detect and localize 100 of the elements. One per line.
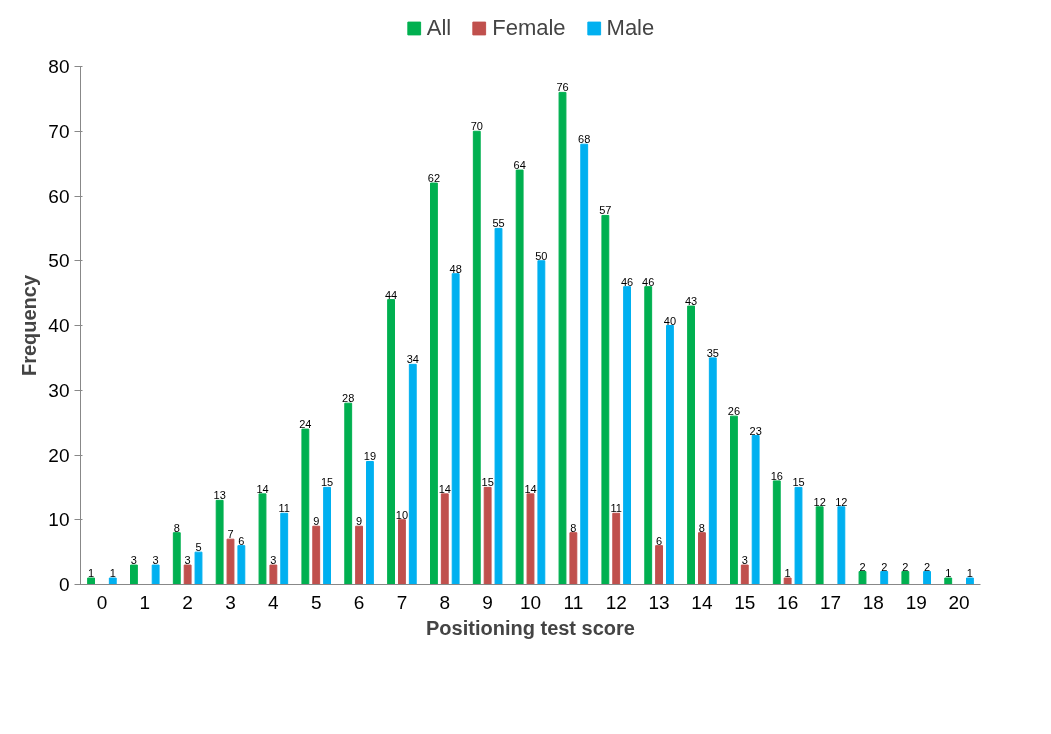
bar [666,325,674,585]
data-label: 9 [356,515,363,528]
data-label: 8 [570,521,577,534]
y-axis-title: Frequency [18,274,41,377]
data-label: 50 [535,249,548,262]
x-tick-label: 10 [519,591,542,613]
y-tick-label: 80 [48,56,70,77]
y-tick-label: 0 [58,574,70,595]
bar [312,525,321,585]
bar [740,564,749,585]
data-label: 46 [620,275,634,288]
data-label: 6 [238,534,245,547]
x-tick-label: 8 [439,591,451,613]
legend-label: Male [606,15,655,41]
x-tick-label: 18 [862,591,884,613]
data-label: 2 [859,560,866,573]
x-tick-label: 13 [648,591,670,613]
bar [944,577,953,585]
legend-label: Female [492,15,566,41]
data-label: 5 [195,541,202,554]
data-label: 2 [924,560,931,573]
x-tick-label: 6 [353,591,365,613]
data-label: 43 [684,295,698,308]
x-tick-label: 9 [482,591,493,613]
data-label: 19 [363,450,377,463]
bar [966,577,974,585]
bar [398,519,406,585]
data-label: 11 [610,502,622,515]
bar [301,428,310,585]
y-tick-label: 50 [48,250,70,272]
x-tick-label: 4 [268,591,280,613]
bar [537,260,546,585]
data-label: 15 [320,476,334,489]
data-label: 40 [663,314,677,327]
bar [494,227,503,585]
x-tick-label: 5 [310,591,322,613]
y-tick-label: 60 [48,185,70,207]
bar [344,402,353,585]
bar [515,169,524,585]
x-tick-label: 15 [734,591,756,613]
data-label: 1 [88,567,95,580]
bar [569,532,578,585]
y-tick-label: 10 [48,509,70,531]
data-label: 70 [470,120,483,133]
bar [623,286,631,585]
data-label: 35 [706,346,719,359]
bar [194,551,203,585]
bar [708,357,717,585]
data-label: 3 [741,554,748,567]
x-tick-label: 14 [691,591,713,613]
bar [526,493,535,585]
x-tick-label: 11 [563,591,584,613]
bar [783,577,792,585]
data-label: 2 [902,560,909,573]
x-tick-label: 17 [819,591,842,613]
data-label: 14 [524,482,537,495]
x-tick-label: 16 [777,591,799,613]
data-label: 24 [299,418,312,431]
data-label: 26 [727,405,741,418]
data-label: 3 [152,554,159,567]
data-label: 6 [656,534,663,547]
x-tick-label: 7 [396,591,408,613]
bar [183,564,192,585]
data-label: 55 [492,217,505,230]
x-tick-label: 12 [605,591,627,613]
x-tick-label: 0 [96,591,108,613]
data-label: 8 [173,521,180,534]
data-label: 62 [427,172,441,185]
data-label: 76 [556,81,569,94]
data-label: 13 [213,489,226,502]
bar [923,571,931,585]
bar [644,286,653,585]
data-label: 23 [749,424,762,437]
bar [451,273,460,585]
bar [483,486,492,585]
x-tick-label: 1 [139,591,151,613]
data-label: 3 [184,554,191,567]
bar [355,525,363,585]
data-label: 44 [384,288,398,301]
data-label: 14 [438,482,451,495]
data-label: 57 [599,204,612,217]
legend-label: All [426,15,452,41]
bar [258,493,267,585]
bar [323,486,331,585]
data-label: 34 [406,353,419,366]
data-label: 1 [784,567,791,580]
y-tick-label: 30 [48,379,70,401]
bar [226,538,235,585]
x-tick-label: 2 [182,591,193,613]
data-label: 14 [256,482,269,495]
data-label: 9 [313,515,320,528]
y-tick-label: 70 [48,120,70,142]
data-label: 8 [698,521,705,534]
bar [87,577,95,585]
bar [858,571,867,585]
bar [687,305,695,585]
bar [440,493,449,585]
x-tick-label: 3 [225,591,236,613]
data-label: 15 [792,476,805,489]
bar [730,415,738,585]
